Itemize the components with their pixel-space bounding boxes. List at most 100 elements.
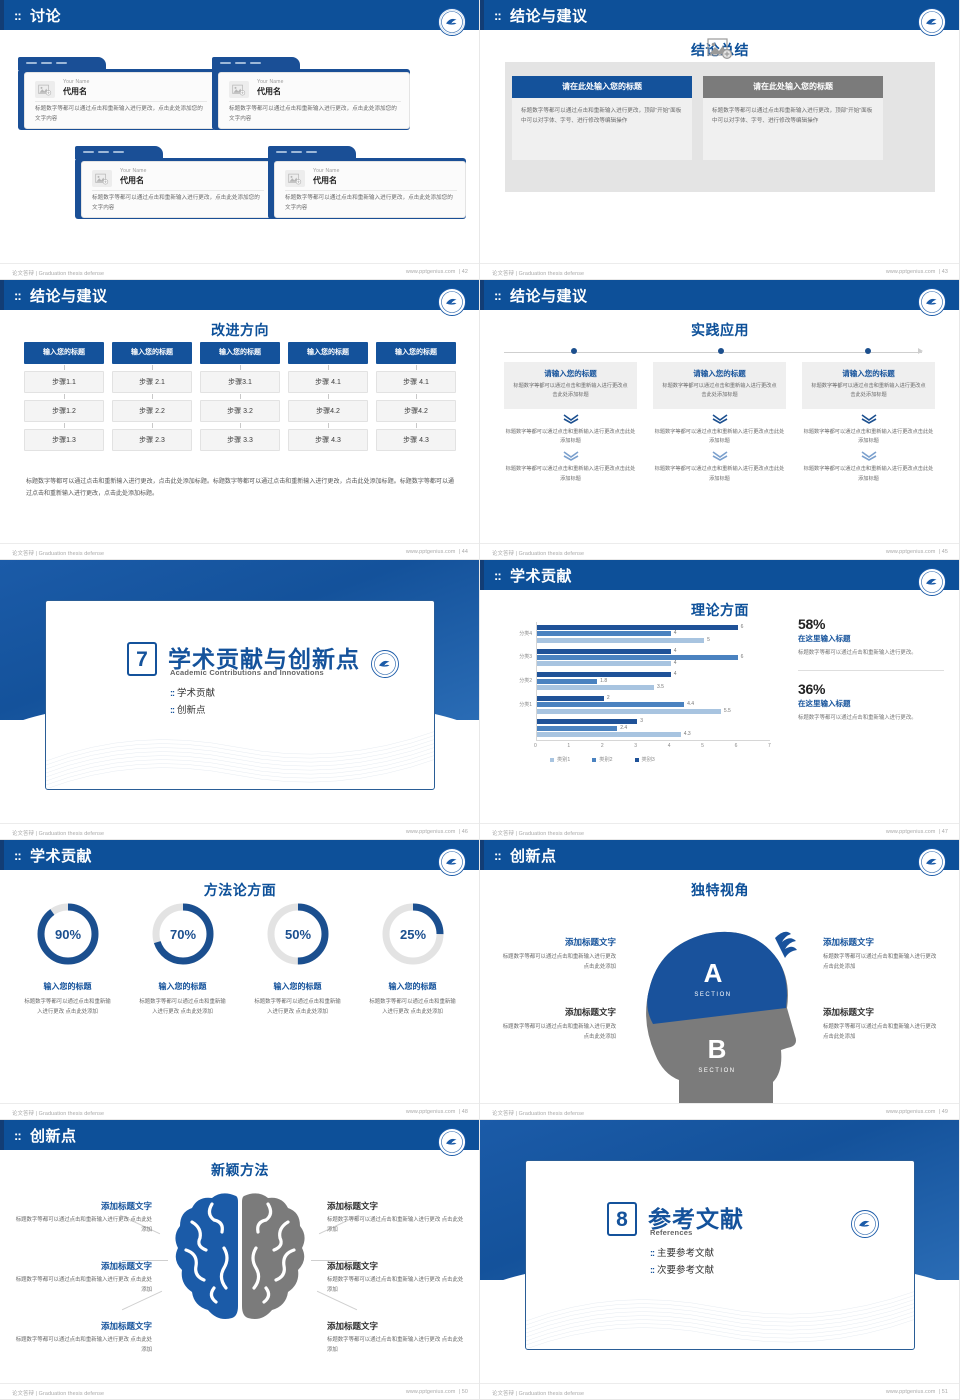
perspective-item-right-top[interactable]: 添加标题文字 标题数字等都可以通过点击和重新输入进行更改 点击此处添加 [823,936,943,973]
step-cell[interactable]: 步骤4.2 [376,400,456,422]
donut-card[interactable]: 25% 输入您的标题 标题数字等都可以通过点击和重新输入进行更改 点击此处添加 [355,898,470,1018]
slide-section-divider-7: 7 学术贡献与创新点 Academic Contributions and In… [0,560,480,840]
summary-column-gray[interactable]: 请在此处输入您的标题 标题数字等都可以通过点击和重新输入进行更改，顶部“开始”面… [703,76,883,160]
item-caption: 添加标题文字 [823,1007,875,1017]
footer-right: www.pptgenius.com | 48 [405,1109,468,1115]
chart-bar [537,631,671,637]
chart-value-label: 3.5 [657,683,664,690]
slide-footer: 论文答辩 | Graduation thesis defense www.ppt… [480,263,959,279]
connector [24,422,104,429]
step-cell[interactable]: 步骤 4.1 [376,371,456,393]
footer-page-number: 42 [461,269,468,275]
chevron-down-icon [563,451,578,462]
chart-x-tick: 7 [768,743,771,749]
page-title: 理论方面 [691,602,749,618]
svg-text:B: B [708,1034,727,1064]
connector-row [24,393,456,400]
method-item-right-2[interactable]: 添加标题文字 标题数字等都可以通过点击和重新输入进行更改 点击此处添加 [327,1260,467,1296]
donut-chart-icon: 70% [152,903,213,965]
perspective-item-left-bottom[interactable]: 添加标题文字 标题数字等都可以通过点击和重新输入进行更改 点击此处添加 [496,1006,616,1043]
footer-right: www.pptgenius.com | 44 [405,549,468,555]
method-item-left-3[interactable]: 添加标题文字 标题数字等都可以通过点击和重新输入进行更改 点击此处添加 [12,1320,152,1356]
column-header[interactable]: 输入您的标题 [376,342,456,364]
header-title: 创新点 [510,848,557,865]
step-cell[interactable]: 步骤1.3 [24,429,104,451]
section-subtitle: Academic Contributions and Innovations [170,668,324,677]
bullet-label: 学术贡献 [177,688,216,699]
chart-bar [537,672,671,678]
footer-right: www.pptgenius.com | 49 [885,1109,948,1115]
timeline-column[interactable]: 请输入您的标题 标题数字等都可以通过点击和重新输入进行更改点击此处添加标题 标题… [653,362,786,484]
donut-card[interactable]: 50% 输入您的标题 标题数字等都可以通过点击和重新输入进行更改 点击此处添加 [240,898,355,1018]
column-header[interactable]: 输入您的标题 [200,342,280,364]
section-number: 7 [127,642,157,676]
donut-card[interactable]: 90% 输入您的标题 标题数字等都可以通过点击和重新输入进行更改 点击此处添加 [10,898,125,1018]
summary-column-blue[interactable]: 请在此处输入您的标题 标题数字等都可以通过点击和重新输入进行更改，顶部“开始”面… [512,76,692,160]
legend-item: 类别1 [550,756,570,763]
step-cell[interactable]: 步骤3.1 [200,371,280,393]
step-cell[interactable]: 步骤4.2 [288,400,368,422]
connector [376,364,456,371]
folder-card[interactable]: Your Name 代用名 标题数字等都可以通过点击和重新输入进行更改，点击此处… [75,146,273,219]
method-item-right-1[interactable]: 添加标题文字 标题数字等都可以通过点击和重新输入进行更改 点击此处添加 [327,1200,467,1236]
section-title: 学术贡献与创新点 [168,646,360,672]
card-divider [35,101,207,102]
chart-value-label: 6 [740,653,744,660]
slide-novel-method: :: 创新点 新颖方法 [0,1120,480,1400]
column-header[interactable]: 输入您的标题 [112,342,192,364]
folder-card[interactable]: Your Name 代用名 标题数字等都可以通过点击和重新输入进行更改，点击此处… [18,57,216,130]
timeline-column[interactable]: 请输入您的标题 标题数字等都可以通过点击和重新输入进行更改点击此处添加标题 标题… [504,362,637,484]
image-placeholder-icon [706,38,733,60]
connector-line [122,1260,168,1261]
column-header[interactable]: 输入您的标题 [24,342,104,364]
legend-swatch [592,757,597,762]
timeline-column[interactable]: 请输入您的标题 标题数字等都可以通过点击和重新输入进行更改点击此处添加标题 标题… [802,362,935,484]
step-cell[interactable]: 步骤 4.1 [288,371,368,393]
step-cell[interactable]: 步骤1.2 [24,400,104,422]
step-cell[interactable]: 步骤 2.2 [112,400,192,422]
donut-card[interactable]: 70% 输入您的标题 标题数字等都可以通过点击和重新输入进行更改 点击此处添加 [125,898,240,1018]
perspective-item-right-bottom[interactable]: 添加标题文字 标题数字等都可以通过点击和重新输入进行更改 点击此处添加 [823,1006,943,1043]
step-cell[interactable]: 步骤 4.3 [376,429,456,451]
donut-description: 标题数字等都可以通过点击和重新输入进行更改 点击此处添加 [24,999,111,1016]
footer-site: www.pptgenius.com [405,1389,456,1395]
step-cell[interactable]: 步骤 4.3 [288,429,368,451]
chart-bar-group: 4 1.8 3.5 [537,669,771,693]
method-item-left-1[interactable]: 添加标题文字 标题数字等都可以通过点击和重新输入进行更改 点击此处添加 [12,1200,152,1236]
column-header[interactable]: 输入您的标题 [288,342,368,364]
card-name: 代用名 [63,87,87,96]
step-cell[interactable]: 步骤 3.2 [200,400,280,422]
page-title: 改进方向 [211,322,269,338]
bullet-label: 次要参考文献 [657,1265,715,1276]
step-cell[interactable]: 步骤 2.3 [112,429,192,451]
card-your-name: Your Name [313,168,340,174]
footer-right: www.pptgenius.com | 43 [885,269,948,275]
step-cell[interactable]: 步骤 2.1 [112,371,192,393]
footer-page-number: 51 [941,1389,948,1395]
chart-value-label: 2 [606,694,610,701]
step-cell[interactable]: 步骤 3.3 [200,429,280,451]
footer-right: www.pptgenius.com | 42 [405,269,468,275]
item-description: 标题数字等都可以通过点击和重新输入进行更改 点击此处添加 [327,1217,464,1234]
method-item-right-3[interactable]: 添加标题文字 标题数字等都可以通过点击和重新输入进行更改 点击此处添加 [327,1320,467,1356]
timeline-card-title: 请输入您的标题 [842,369,895,378]
slide-practical-application: :: 结论与建议 实践应用 请输入您的标题 标题数字等都可以通过点击和重新输入进… [480,280,960,560]
footer-page-number: 44 [461,549,468,555]
folder-card[interactable]: Your Name 代用名 标题数字等都可以通过点击和重新输入进行更改，点击此处… [268,146,466,219]
donut-chart-icon: 90% [37,903,98,965]
folder-card[interactable]: Your Name 代用名 标题数字等都可以通过点击和重新输入进行更改，点击此处… [212,57,410,130]
header-accent [0,280,4,310]
slide-header-bar: :: 学术贡献 [480,560,959,590]
donut-chart-icon: 25% [382,903,443,965]
footer-site: www.pptgenius.com [405,1109,456,1115]
section-bullet: :: 学术贡献 [170,685,215,699]
step-cell[interactable]: 步骤1.1 [24,371,104,393]
footer-right: www.pptgenius.com | 45 [885,549,948,555]
perspective-item-left-top[interactable]: 添加标题文字 标题数字等都可以通过点击和重新输入进行更改 点击此处添加 [496,936,616,973]
column-caption: 请在此处输入您的标题 [703,76,883,98]
bullet-dots-icon: :: [170,705,175,715]
method-item-left-2[interactable]: 添加标题文字 标题数字等都可以通过点击和重新输入进行更改 点击此处添加 [12,1260,152,1296]
bullet-dots-icon: :: [650,1248,655,1258]
connector [24,393,104,400]
chart-bar [537,695,604,701]
